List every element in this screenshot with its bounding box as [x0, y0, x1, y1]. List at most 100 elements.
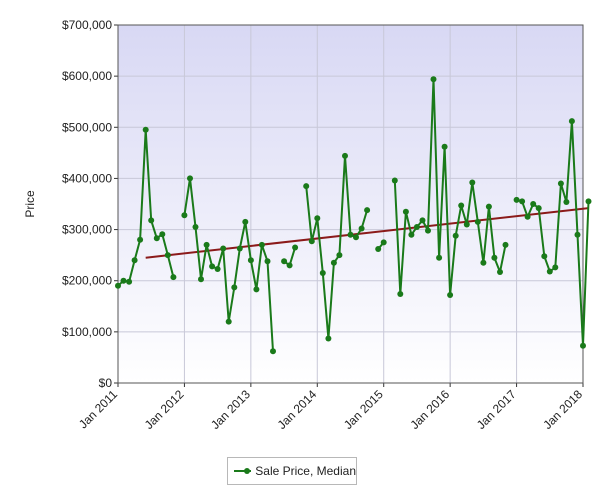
data-point — [347, 231, 354, 238]
data-point — [524, 213, 531, 220]
data-point — [142, 126, 149, 133]
y-tick-label: $100,000 — [62, 325, 112, 339]
data-point — [281, 258, 288, 265]
data-point — [220, 245, 227, 252]
trendline-layer — [145, 207, 589, 259]
grid — [117, 24, 584, 384]
data-point — [264, 258, 271, 265]
y-tick-label: $300,000 — [62, 223, 112, 237]
data-point — [120, 277, 127, 284]
data-point — [380, 239, 387, 246]
data-point — [436, 254, 443, 261]
data-point — [319, 270, 326, 276]
data-point — [303, 183, 310, 190]
x-tick-label: Jan 2013 — [208, 387, 253, 432]
x-tick-label: Jan 2014 — [275, 387, 320, 432]
data-point — [258, 241, 265, 248]
data-point — [131, 257, 138, 264]
legend-label: Sale Price, Median — [255, 464, 356, 478]
data-point — [375, 246, 382, 252]
data-point — [441, 143, 448, 150]
data-point — [148, 217, 155, 224]
data-point — [580, 342, 586, 349]
data-point — [541, 253, 548, 260]
data-point — [568, 118, 575, 125]
data-point — [546, 268, 553, 275]
x-tick-label: Jan 2018 — [540, 387, 585, 432]
legend-swatch — [234, 465, 252, 477]
data-point — [535, 205, 542, 212]
data-point — [497, 269, 503, 275]
data-point — [391, 177, 398, 184]
plot-border — [117, 24, 584, 384]
data-point — [181, 212, 188, 219]
data-point — [198, 276, 204, 283]
data-point — [364, 207, 371, 214]
data-point — [342, 152, 348, 159]
x-tick-label: Jan 2016 — [407, 387, 452, 432]
data-point — [419, 217, 426, 224]
data-point — [325, 335, 332, 342]
data-point — [585, 198, 592, 205]
plot-area — [118, 25, 583, 383]
data-point — [452, 232, 459, 239]
data-point — [574, 231, 581, 238]
data-point — [463, 221, 470, 228]
y-tick-label: $400,000 — [62, 171, 112, 185]
data-point — [447, 292, 454, 298]
y-tick-label: $500,000 — [62, 120, 112, 134]
y-tick-label: $700,000 — [62, 18, 112, 32]
y-tick-label: $600,000 — [62, 69, 112, 83]
data-point — [214, 266, 221, 272]
data-point — [469, 179, 476, 186]
data-point — [247, 257, 254, 264]
data-point — [519, 198, 526, 205]
data-point — [203, 241, 210, 248]
trendline — [145, 207, 589, 259]
data-point — [231, 284, 238, 291]
data-point — [170, 274, 177, 281]
x-tick-label: Jan 2012 — [142, 387, 187, 432]
data-point — [164, 252, 171, 259]
data-point — [358, 225, 365, 232]
data-point — [480, 259, 487, 266]
x-tick-label: Jan 2017 — [474, 387, 519, 432]
data-point — [485, 203, 492, 210]
data-point — [192, 224, 199, 230]
data-point — [413, 224, 420, 230]
legend: Sale Price, Median — [227, 457, 357, 485]
data-point — [225, 318, 232, 325]
data-point — [408, 231, 415, 238]
data-point — [458, 202, 465, 209]
data-point — [430, 76, 437, 83]
data-point — [530, 201, 537, 207]
data-point — [137, 236, 144, 243]
data-point — [330, 259, 337, 266]
x-tick-label: Jan 2011 — [76, 387, 120, 431]
y-tick-label: $200,000 — [62, 274, 112, 288]
data-point — [292, 244, 299, 251]
data-point — [557, 180, 564, 187]
data-point — [563, 199, 570, 205]
data-point — [513, 196, 520, 203]
data-point — [314, 215, 321, 222]
data-point — [115, 282, 121, 289]
data-point — [308, 238, 315, 245]
data-point — [397, 291, 404, 297]
y-tick-label: $0 — [99, 376, 113, 390]
data-point — [402, 208, 409, 215]
data-point — [286, 262, 293, 269]
data-point — [425, 227, 431, 234]
data-point — [552, 264, 559, 271]
data-point — [242, 218, 249, 225]
y-axis-title: Price — [23, 190, 37, 218]
data-point — [253, 286, 260, 293]
data-point — [126, 278, 133, 285]
data-point — [353, 234, 359, 241]
data-point — [336, 252, 343, 259]
data-point — [187, 175, 193, 182]
data-point — [270, 348, 276, 355]
data-point — [474, 218, 481, 225]
